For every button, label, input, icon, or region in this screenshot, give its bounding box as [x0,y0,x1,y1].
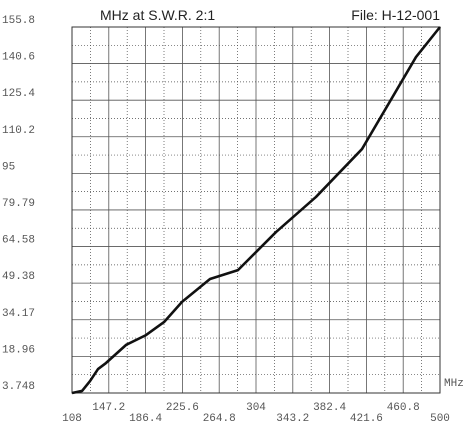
x-tick-label: 108 [62,413,82,425]
y-tick-label: 140.6 [2,52,35,64]
x-tick-label: 500 [430,413,450,425]
y-tick-label: 110.2 [2,125,35,137]
y-tick-label: 125.4 [2,88,35,100]
x-tick-label: 147.2 [92,402,125,414]
chart-title: MHz at S.W.R. 2:1 [100,7,215,23]
x-tick-label: 343.2 [276,413,309,425]
data-line [71,26,442,395]
plot-frame [71,26,441,394]
y-tick-label: 49.38 [2,271,35,283]
x-tick-label: 264.8 [203,413,236,425]
x-tick-label: 186.4 [129,413,162,425]
y-tick-label: 155.8 [2,15,35,27]
y-tick-label: 18.96 [2,344,35,356]
y-tick-label: 64.58 [2,235,35,247]
x-tick-label: 382.4 [313,402,346,414]
x-axis-label: MHz [444,378,464,390]
y-tick-label: 95 [2,161,15,173]
chart-subtitle: File: H-12-001 [351,7,440,23]
y-tick-label: 34.17 [2,308,35,320]
y-tick-label: 79.79 [2,198,35,210]
y-tick-label: 3.748 [2,381,35,393]
x-tick-label: 225.6 [166,402,199,414]
x-tick-label: 304 [246,402,266,414]
x-tick-label: 421.6 [350,413,383,425]
x-tick-label: 460.8 [387,402,420,414]
